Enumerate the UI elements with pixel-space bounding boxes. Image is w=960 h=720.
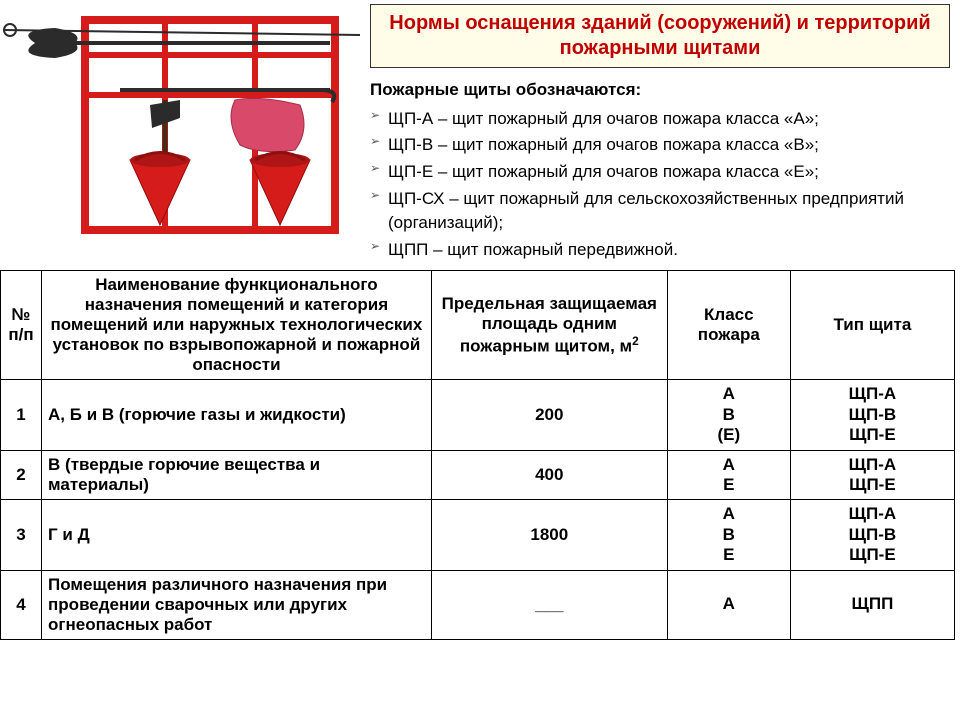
designations-block: Пожарные щиты обозначаются: ЩП-А – щит п… — [370, 78, 950, 262]
table-row: 3 Г и Д 1800 А В Е ЩП-А ЩП-В ЩП-Е — [1, 500, 955, 570]
page-title: Нормы оснащения зданий (сооружений) и те… — [381, 11, 939, 61]
title-box: Нормы оснащения зданий (сооружений) и те… — [370, 4, 950, 68]
designation-item: ЩП-СХ – щит пожарный для сельскохозяйств… — [370, 187, 950, 236]
cell-num: 4 — [1, 570, 42, 639]
cell-area: 200 — [431, 380, 667, 450]
th-area: Предельная защищаемая площадь одним пожа… — [431, 271, 667, 380]
cell-class: А — [667, 570, 790, 639]
cell-name: Г и Д — [42, 500, 432, 570]
cell-class: А В (Е) — [667, 380, 790, 450]
cell-area: ___ — [431, 570, 667, 639]
th-area-text: Предельная защищаемая площадь одним пожа… — [442, 294, 657, 356]
cell-class: А В Е — [667, 500, 790, 570]
top-section: Нормы оснащения зданий (сооружений) и те… — [0, 0, 960, 264]
designation-item: ЩП-Е – щит пожарный для очагов пожара кл… — [370, 160, 950, 185]
designations-list: ЩП-А – щит пожарный для очагов пожара кл… — [370, 107, 950, 263]
th-class: Класс пожара — [667, 271, 790, 380]
norms-table: № п/п Наименование функционального назна… — [0, 270, 955, 639]
cell-num: 1 — [1, 380, 42, 450]
cell-area: 1800 — [431, 500, 667, 570]
table-row: 4 Помещения различного назначения при пр… — [1, 570, 955, 639]
cell-name: В (твердые горючие вещества и материалы) — [42, 450, 432, 500]
designation-item: ЩП-В – щит пожарный для очагов пожара кл… — [370, 133, 950, 158]
cell-type: ЩПП — [790, 570, 954, 639]
th-name: Наименование функционального назначения … — [42, 271, 432, 380]
th-area-sup: 2 — [632, 334, 639, 348]
table-row: 1 А, Б и В (горючие газы и жидкости) 200… — [1, 380, 955, 450]
fire-shield-svg — [0, 0, 370, 250]
cell-class: А Е — [667, 450, 790, 500]
designation-item: ЩП-А – щит пожарный для очагов пожара кл… — [370, 107, 950, 132]
cell-name: А, Б и В (горючие газы и жидкости) — [42, 380, 432, 450]
cell-type: ЩП-А ЩП-В ЩП-Е — [790, 380, 954, 450]
fire-shield-illustration — [0, 0, 370, 250]
table-header-row: № п/п Наименование функционального назна… — [1, 271, 955, 380]
cell-name: Помещения различного назначения при пров… — [42, 570, 432, 639]
th-num: № п/п — [1, 271, 42, 380]
th-type: Тип щита — [790, 271, 954, 380]
table-row: 2 В (твердые горючие вещества и материал… — [1, 450, 955, 500]
cell-area: 400 — [431, 450, 667, 500]
right-column: Нормы оснащения зданий (сооружений) и те… — [370, 0, 960, 264]
cell-type: ЩП-А ЩП-В ЩП-Е — [790, 500, 954, 570]
cell-num: 2 — [1, 450, 42, 500]
designation-item: ЩПП – щит пожарный передвижной. — [370, 238, 950, 263]
table-body: 1 А, Б и В (горючие газы и жидкости) 200… — [1, 380, 955, 639]
cell-num: 3 — [1, 500, 42, 570]
designations-lead: Пожарные щиты обозначаются: — [370, 78, 950, 103]
cell-type: ЩП-А ЩП-Е — [790, 450, 954, 500]
